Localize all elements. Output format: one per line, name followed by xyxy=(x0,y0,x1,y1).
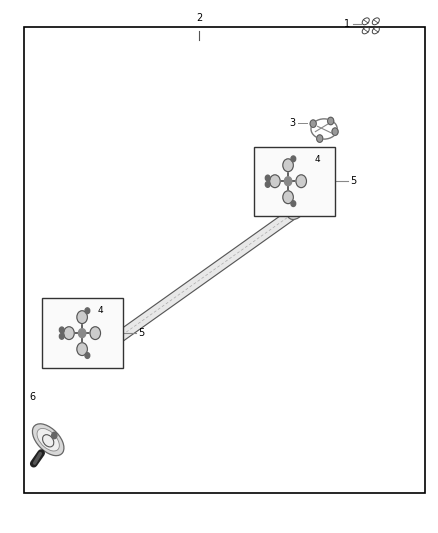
Text: 3: 3 xyxy=(290,118,296,127)
Circle shape xyxy=(291,201,296,206)
Text: 5: 5 xyxy=(350,176,357,186)
Circle shape xyxy=(265,175,270,181)
Circle shape xyxy=(265,182,270,187)
Circle shape xyxy=(77,343,87,356)
Circle shape xyxy=(310,120,316,127)
Ellipse shape xyxy=(86,341,106,359)
Circle shape xyxy=(85,308,90,313)
Circle shape xyxy=(328,117,334,125)
Circle shape xyxy=(52,432,57,439)
Bar xyxy=(254,147,335,216)
Circle shape xyxy=(317,135,323,142)
Circle shape xyxy=(283,159,293,172)
Circle shape xyxy=(85,353,90,358)
Circle shape xyxy=(270,175,280,188)
Text: 6: 6 xyxy=(30,392,36,402)
Circle shape xyxy=(60,334,64,339)
Circle shape xyxy=(64,327,74,340)
Circle shape xyxy=(78,329,86,337)
Circle shape xyxy=(284,177,292,185)
Text: 5: 5 xyxy=(138,328,144,338)
Bar xyxy=(42,298,123,368)
Ellipse shape xyxy=(32,424,64,456)
Circle shape xyxy=(77,311,87,324)
Ellipse shape xyxy=(287,201,304,220)
Bar xyxy=(24,27,425,493)
Circle shape xyxy=(332,128,338,135)
Text: 1: 1 xyxy=(344,19,350,29)
Circle shape xyxy=(60,327,64,333)
Circle shape xyxy=(291,156,296,161)
Text: 4: 4 xyxy=(97,306,103,316)
Text: 4: 4 xyxy=(314,155,320,164)
Circle shape xyxy=(90,327,100,340)
Circle shape xyxy=(283,191,293,204)
Text: 2: 2 xyxy=(196,13,202,23)
Polygon shape xyxy=(96,208,296,357)
Circle shape xyxy=(296,175,307,188)
Ellipse shape xyxy=(92,348,105,361)
Ellipse shape xyxy=(37,429,59,451)
